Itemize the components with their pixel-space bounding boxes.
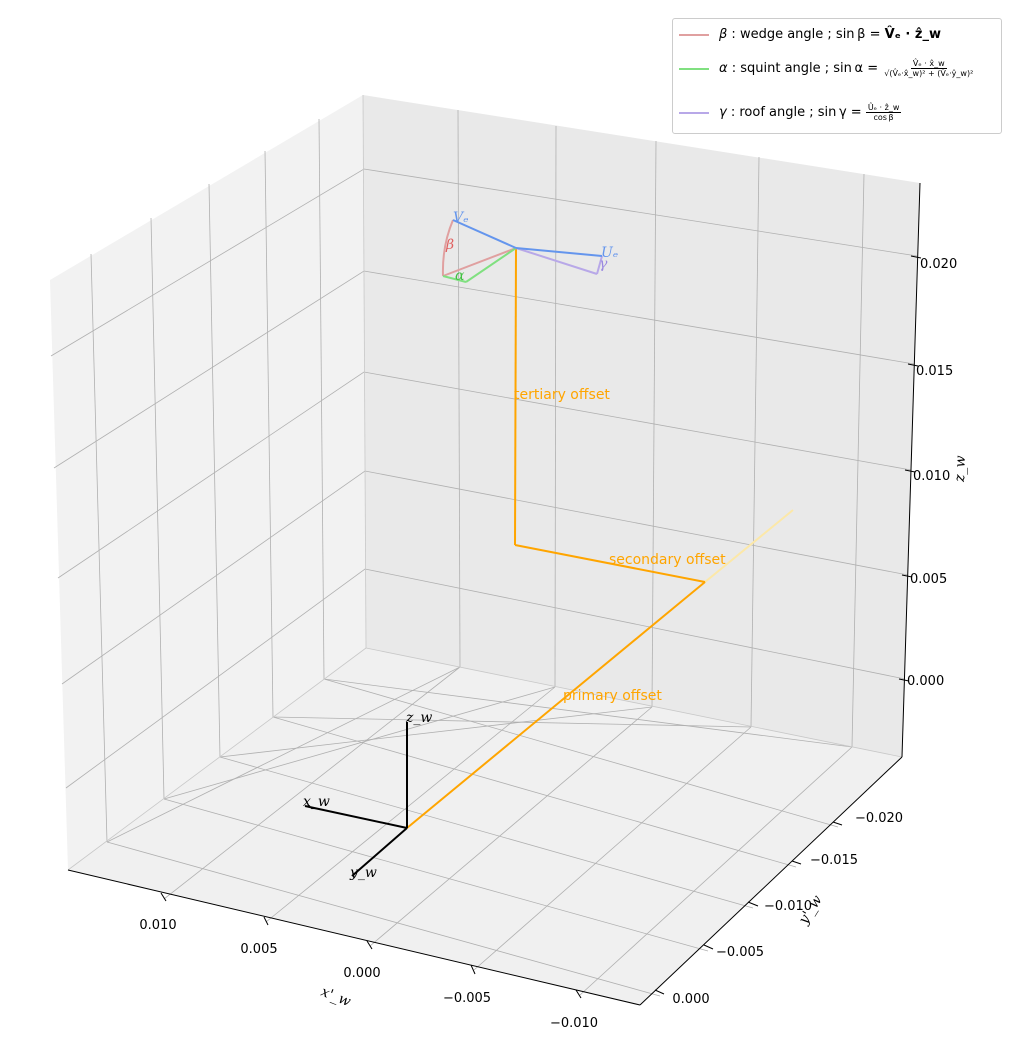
u-vector	[515, 247, 603, 257]
legend: β : wedge angle ; sin β = V̂ₑ · ẑ_w α : …	[672, 18, 1002, 134]
u-vector-label: Uₑ	[601, 245, 618, 261]
z-tick-label: 0.010	[913, 469, 950, 484]
z-tick-label: 0.015	[916, 364, 953, 379]
grid-lines	[50, 109, 918, 997]
legend-swatch	[679, 33, 709, 36]
fraction-numerator: V̂ₑ · x̂_w	[910, 59, 947, 69]
angle-construction	[441, 219, 603, 283]
legend-entry-beta: β : wedge angle ; sin β = V̂ₑ · ẑ_w	[679, 27, 997, 42]
y-tick-label: −0.005	[716, 945, 764, 960]
z-tick-label: 0.005	[910, 572, 947, 587]
primary-offset-line	[406, 581, 706, 829]
y-axis-line	[639, 756, 903, 1006]
y-tick-label: −0.010	[764, 899, 812, 914]
z-tick-label: 0.020	[920, 257, 957, 272]
fraction-numerator: Ûₑ · ẑ_w	[865, 103, 902, 113]
x-axis-line	[67, 869, 641, 1006]
tertiary-offset-label: tertiary offset	[514, 387, 610, 403]
legend-description: : wedge angle ; sin β =	[727, 27, 885, 42]
offset-extension-line	[704, 509, 794, 583]
legend-entry-gamma: γ : roof angle ; sin γ = Ûₑ · ẑ_w cos β	[679, 103, 997, 122]
y-tick-label: −0.020	[855, 811, 903, 826]
alpha-label: α	[455, 268, 465, 284]
x-tick-label: −0.010	[550, 1016, 598, 1031]
primary-offset-label: primary offset	[563, 688, 662, 704]
beta-arc	[441, 219, 454, 277]
legend-entry-alpha: α : squint angle ; sin α = V̂ₑ · x̂_w √(V…	[679, 59, 997, 78]
z-axis-label: z_w	[952, 455, 969, 483]
v-vector-label: Vₑ	[453, 210, 469, 226]
z-tick-labels: 0.000 0.005 0.010 0.015 0.020	[907, 257, 957, 689]
secondary-offset-line	[514, 544, 706, 583]
x-tick-label: 0.005	[240, 942, 277, 957]
frame-y-label: y_w	[349, 865, 377, 881]
legend-symbol: α	[719, 61, 728, 76]
pane-floor	[68, 648, 902, 1005]
legend-swatch	[679, 67, 709, 70]
legend-swatch	[679, 111, 709, 114]
alpha-arc	[442, 275, 467, 283]
alpha-line	[465, 247, 517, 283]
x-tick-label: −0.005	[443, 991, 491, 1006]
frame-z-label: z_w	[405, 710, 432, 726]
gamma-line	[515, 247, 598, 275]
legend-fraction: V̂ₑ · x̂_w √(V̂ₑ·x̂_w)² + (V̂ₑ·ŷ_w)²	[882, 59, 975, 78]
z-tick-label: 0.000	[907, 674, 944, 689]
frame-x-axis	[304, 805, 408, 829]
gamma-arc	[596, 255, 603, 275]
gamma-label: γ	[599, 256, 608, 272]
offset-path	[406, 247, 794, 829]
frame-y-axis	[351, 827, 408, 877]
v-vector	[452, 219, 517, 249]
legend-symbol: γ	[719, 105, 727, 120]
beta-label: β	[445, 237, 454, 253]
y-tick-labels: 0.000 −0.005 −0.010 −0.015 −0.020	[672, 811, 903, 1007]
x-tick-labels: 0.010 0.005 0.000 −0.005 −0.010	[139, 918, 598, 1031]
tertiary-offset-line	[514, 247, 517, 546]
legend-label: α : squint angle ; sin α = V̂ₑ · x̂_w √(V…	[719, 59, 975, 78]
pane-back-left	[50, 95, 366, 870]
x-tick-label: 0.010	[139, 918, 176, 933]
world-frame	[304, 722, 408, 877]
x-tick-label: 0.000	[343, 966, 380, 981]
fraction-denominator: √(V̂ₑ·x̂_w)² + (V̂ₑ·ŷ_w)²	[884, 69, 974, 78]
legend-formula: V̂ₑ · ẑ_w	[884, 27, 941, 42]
frame-x-label: x_w	[303, 794, 330, 810]
x-axis-label: x'_w	[319, 984, 353, 1010]
y-tick-label: −0.015	[810, 853, 858, 868]
tick-marks	[160, 255, 922, 999]
secondary-offset-label: secondary offset	[609, 552, 726, 568]
fraction-denominator: cos β	[873, 113, 894, 122]
pane-edges	[67, 94, 903, 871]
legend-fraction: Ûₑ · ẑ_w cos β	[865, 103, 902, 122]
legend-description: : roof angle ; sin γ =	[726, 105, 866, 120]
pane-back-right	[363, 95, 920, 757]
legend-description: : squint angle ; sin α =	[727, 61, 883, 76]
legend-label: γ : roof angle ; sin γ = Ûₑ · ẑ_w cos β	[719, 103, 902, 122]
y-tick-label: 0.000	[672, 992, 709, 1007]
legend-label: β : wedge angle ; sin β = V̂ₑ · ẑ_w	[719, 27, 941, 42]
axis-lines	[67, 182, 921, 1006]
legend-symbol: β	[719, 27, 728, 42]
beta-baseline	[442, 247, 517, 277]
z-axis-line	[901, 182, 921, 758]
